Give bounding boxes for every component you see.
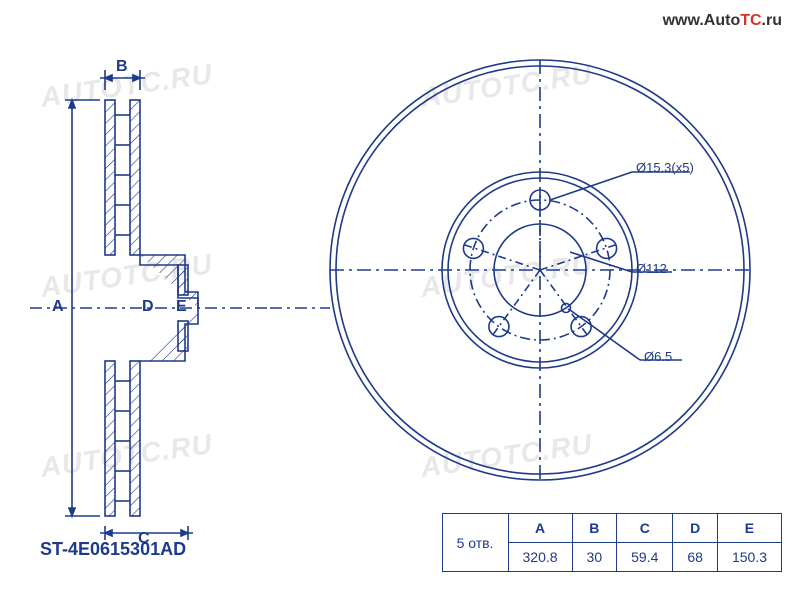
val-e: 150.3 <box>717 543 781 572</box>
dim-label-d: D <box>142 298 154 316</box>
site-logo: www.AutoTC.ru <box>663 12 782 30</box>
val-c: 59.4 <box>617 543 673 572</box>
dim-label-b: B <box>116 58 128 76</box>
part-number: ST-4E0615301AD <box>40 539 186 560</box>
val-d: 68 <box>673 543 718 572</box>
col-a: A <box>508 514 572 543</box>
cross-section-view: B A D E C <box>30 40 270 500</box>
logo-tc: TC <box>740 12 761 29</box>
dim-label-a: A <box>52 298 64 316</box>
front-view: Ø15.3(x5) Ø112 Ø6.5 <box>310 40 770 500</box>
cross-section-svg <box>30 40 270 500</box>
col-e: E <box>717 514 781 543</box>
val-a: 320.8 <box>508 543 572 572</box>
logo-suffix: .ru <box>762 12 782 29</box>
table-header-label: 5 отв. <box>442 514 508 572</box>
col-b: B <box>572 514 617 543</box>
center-connector <box>270 306 330 310</box>
col-c: C <box>617 514 673 543</box>
callout-small: Ø6.5 <box>644 349 672 364</box>
dim-label-e: E <box>176 298 187 316</box>
spec-table: 5 отв. A B C D E 320.8 30 59.4 68 150.3 <box>442 513 782 572</box>
front-view-svg <box>310 40 770 500</box>
logo-prefix: www.Auto <box>663 12 741 29</box>
col-d: D <box>673 514 718 543</box>
val-b: 30 <box>572 543 617 572</box>
callout-center: Ø112 <box>636 261 667 276</box>
table-row: 5 отв. A B C D E <box>442 514 781 543</box>
callout-bolt: Ø15.3(x5) <box>636 160 694 175</box>
